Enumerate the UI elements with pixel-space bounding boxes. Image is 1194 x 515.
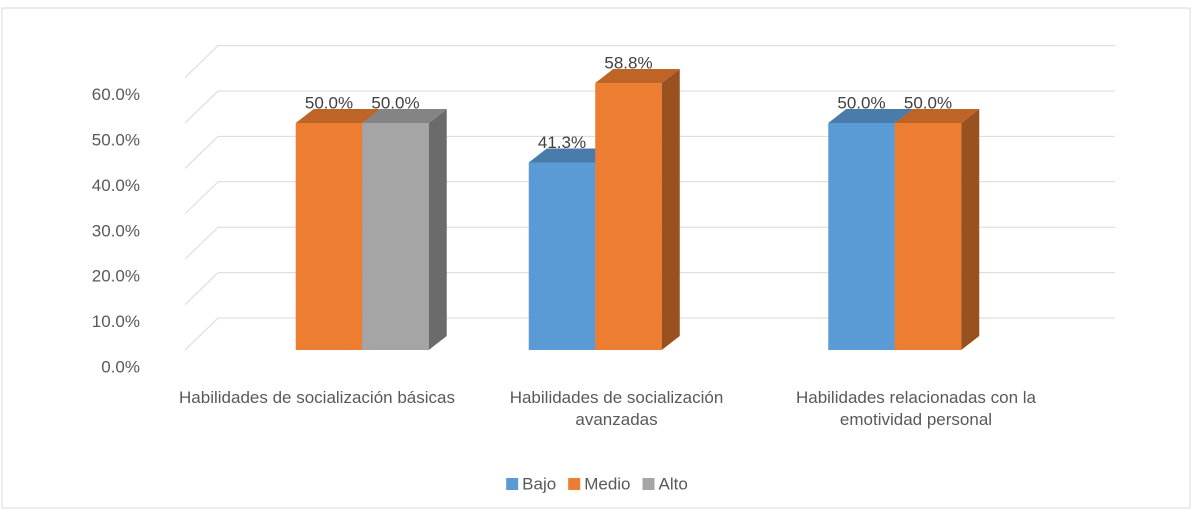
bar-front	[595, 83, 662, 350]
x-tick-label: Habilidades de socialización básicas	[179, 388, 455, 407]
bar-front	[295, 123, 363, 350]
grid-line	[184, 90, 219, 124]
x-tick-label: Habilidades de socialización avanzadas	[509, 388, 724, 429]
y-tick-label: 60.0%	[92, 85, 140, 104]
data-label: 50.0%	[904, 93, 952, 112]
grid-line	[184, 45, 219, 78]
bar	[595, 69, 680, 350]
bar-top	[295, 109, 381, 123]
bar	[362, 109, 447, 350]
legend-swatch	[506, 478, 519, 490]
bar-front	[528, 162, 596, 350]
x-tick-label: Habilidades relacionadas con la emotivid…	[795, 388, 1037, 429]
bar-side	[428, 109, 447, 350]
data-label: 58.8%	[604, 54, 652, 73]
data-label: 50.0%	[305, 93, 353, 112]
grid-line	[184, 136, 219, 169]
y-tick-label: 40.0%	[92, 176, 140, 195]
y-tick-label: 50.0%	[92, 130, 140, 149]
bar-top	[828, 109, 913, 123]
y-tick-label: 0.0%	[101, 357, 140, 376]
data-label: 41.3%	[538, 133, 586, 152]
bar-front	[894, 123, 962, 350]
grid-line	[184, 272, 219, 305]
bar-side	[661, 69, 680, 350]
y-tick-label: 20.0%	[92, 267, 140, 286]
legend-label: Medio	[584, 474, 630, 493]
bar	[894, 109, 980, 350]
y-tick-label: 10.0%	[92, 312, 140, 331]
legend-label: Bajo	[522, 474, 556, 493]
data-label: 50.0%	[371, 93, 419, 112]
legend-label: Alto	[659, 474, 688, 493]
bar-top	[528, 148, 614, 163]
bar-front	[362, 123, 429, 350]
grid-line	[184, 181, 219, 215]
legend-swatch	[568, 478, 581, 490]
y-tick-label: 30.0%	[92, 221, 140, 240]
bar-top	[362, 109, 447, 123]
grid-line	[184, 226, 219, 260]
legend-swatch	[642, 478, 655, 490]
bar-top	[894, 109, 980, 123]
data-label: 50.0%	[837, 93, 885, 112]
bar-front	[828, 123, 895, 350]
grid-line	[184, 317, 219, 351]
bar-side	[961, 109, 980, 350]
bar-top	[595, 69, 680, 84]
